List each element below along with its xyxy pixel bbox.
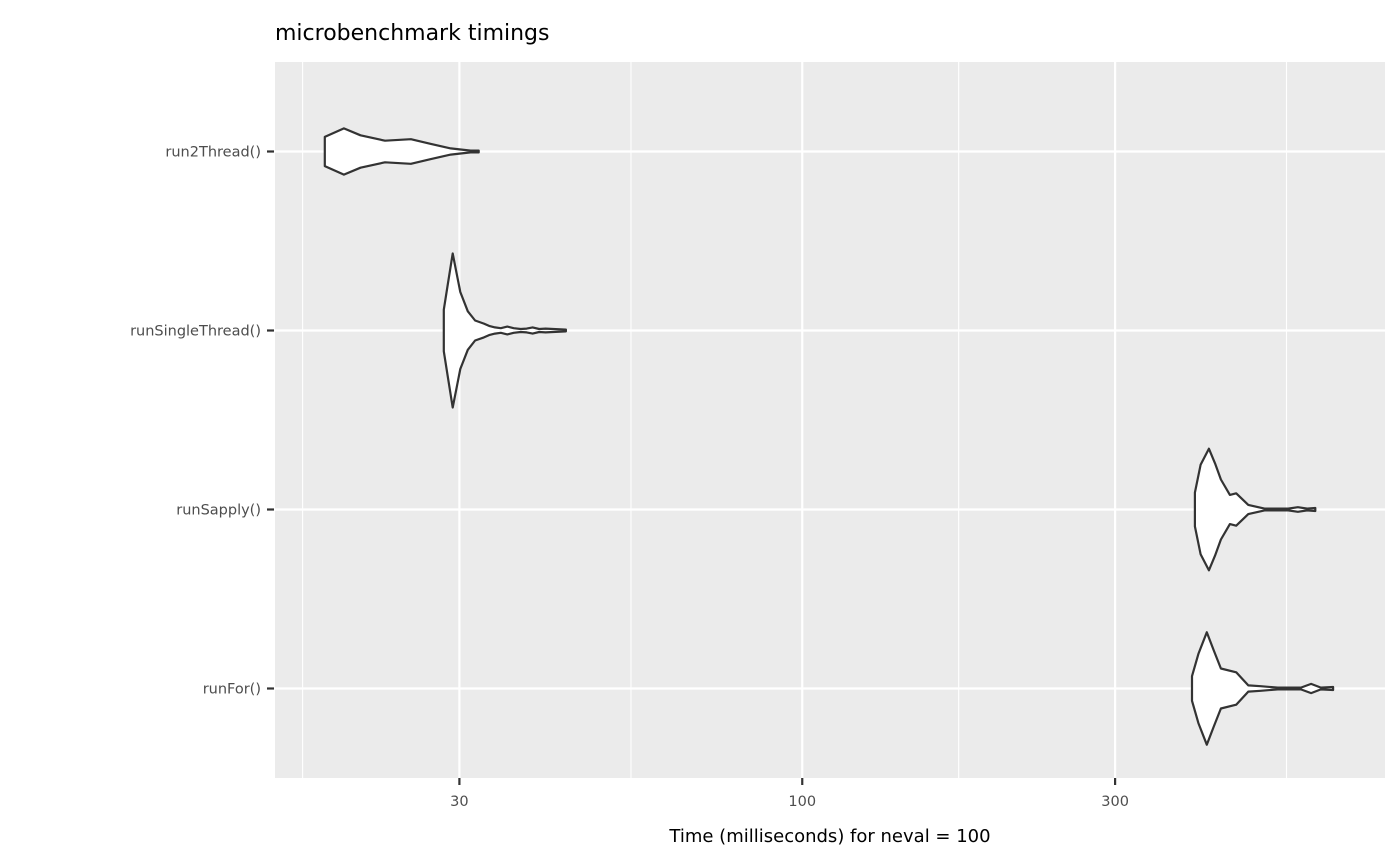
violin-run2thread bbox=[323, 127, 480, 176]
y-tick-label: runSingleThread() bbox=[130, 324, 261, 340]
y-tick-label: runSapply() bbox=[176, 503, 261, 519]
violins bbox=[323, 127, 1335, 746]
x-tick-label: 100 bbox=[788, 794, 816, 810]
y-tick-label: runFor() bbox=[203, 682, 261, 698]
minor-gridlines bbox=[302, 62, 1288, 778]
y-tick-label: run2Thread() bbox=[165, 145, 261, 161]
violin-runsinglethread bbox=[442, 252, 568, 409]
chart-title: microbenchmark timings bbox=[275, 21, 549, 46]
y-axis: run2Thread() runSingleThread() runSapply()… bbox=[130, 145, 274, 698]
violin-runsapply bbox=[1193, 447, 1317, 572]
x-tick-label: 300 bbox=[1101, 794, 1129, 810]
violin-runfor bbox=[1190, 631, 1335, 746]
x-tick-label: 30 bbox=[450, 794, 468, 810]
x-axis-label: Time (milliseconds) for neval = 100 bbox=[668, 826, 990, 847]
x-axis: 30 100 300 bbox=[450, 778, 1129, 810]
